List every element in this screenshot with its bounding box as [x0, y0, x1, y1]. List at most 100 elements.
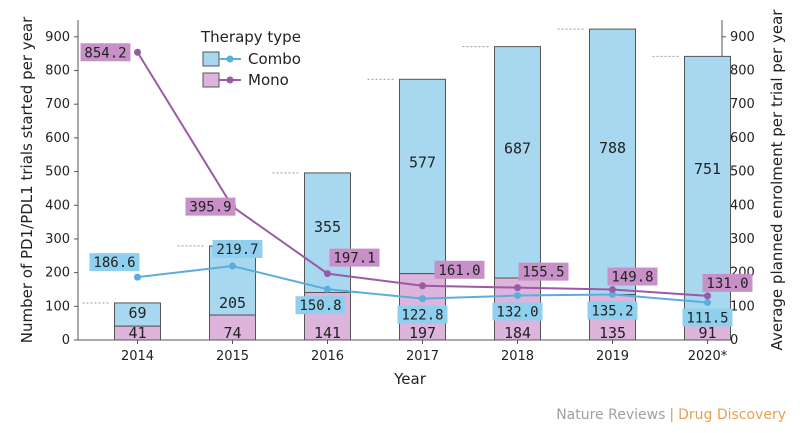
data-label-mono: 854.2 [84, 45, 126, 61]
legend-title: Therapy type [200, 28, 301, 46]
left-tick-label: 900 [45, 30, 70, 45]
point-mono [134, 48, 141, 56]
data-label-combo: 219.7 [216, 242, 258, 258]
data-label-bg-combo [587, 301, 638, 320]
publisher-name: Nature Reviews [556, 407, 666, 423]
point-combo [609, 290, 616, 298]
bar-combo [589, 28, 636, 296]
data-label-combo: 111.5 [686, 310, 728, 326]
right-tick-label: 0 [730, 333, 738, 348]
left-tick-label: 400 [45, 198, 70, 213]
point-combo [229, 262, 236, 270]
footer-separator: | [669, 407, 675, 423]
x-tick-label: 2014 [121, 349, 154, 364]
x-tick-label: 2019 [596, 349, 629, 364]
left-tick-label: 800 [45, 64, 70, 79]
data-label-mono: 131.0 [706, 276, 748, 292]
point-mono [609, 286, 616, 294]
data-label-bg-mono [80, 43, 131, 62]
data-label-bg-combo [682, 308, 733, 327]
bar-combo [684, 55, 731, 310]
data-label-bg-combo [89, 253, 140, 272]
right-tick-label: 400 [730, 198, 755, 213]
bar-combo-label: 788 [599, 139, 626, 157]
data-label-bg-mono [702, 273, 753, 292]
x-tick-label: 2017 [406, 349, 439, 364]
bar-mono-label: 184 [504, 324, 531, 342]
right-tick-label: 700 [730, 97, 755, 112]
bar-mono-label: 141 [314, 324, 341, 342]
left-tick-label: 300 [45, 232, 70, 247]
legend-label: Mono [248, 71, 289, 89]
data-label-bg-combo [295, 296, 346, 315]
x-tick-label: 2015 [216, 349, 249, 364]
right-tick-label: 100 [730, 299, 755, 314]
left-tick-label: 100 [45, 299, 70, 314]
data-label-combo: 132.0 [496, 305, 538, 321]
legend-point [226, 76, 234, 84]
bar-combo-label: 205 [219, 294, 246, 312]
legend-point [226, 55, 234, 63]
x-tick-label: 2020* [688, 349, 728, 364]
bar-combo [399, 78, 446, 275]
data-label-mono: 161.0 [438, 263, 480, 279]
point-combo [704, 298, 711, 306]
point-combo [324, 285, 331, 293]
footer-credit: Nature Reviews | Drug Discovery [556, 407, 786, 423]
data-label-bg-mono [434, 260, 485, 279]
legend-swatch [202, 72, 220, 88]
left-tick-label: 600 [45, 131, 70, 146]
bar-combo [494, 46, 541, 279]
left-tick-label: 0 [62, 333, 70, 348]
x-tick-label: 2016 [311, 349, 344, 364]
bar-combo-label: 687 [504, 139, 531, 157]
point-combo [134, 273, 141, 281]
point-combo [419, 295, 426, 303]
point-combo [514, 292, 521, 300]
bar-combo-label: 577 [409, 153, 436, 171]
data-label-mono: 155.5 [522, 265, 564, 281]
point-mono [514, 284, 521, 292]
journal-name: Drug Discovery [678, 407, 786, 423]
bar-combo-label: 751 [694, 160, 721, 178]
point-mono [324, 270, 331, 278]
x-tick-label: 2018 [501, 349, 534, 364]
left-tick-label: 200 [45, 266, 70, 281]
x-axis-title: Year [393, 370, 427, 388]
data-label-combo: 150.8 [299, 298, 341, 314]
data-label-bg-mono [185, 197, 236, 216]
bar-combo-label: 355 [314, 218, 341, 236]
bar-combo-label: 69 [128, 304, 146, 322]
data-label-bg-combo [212, 239, 263, 258]
right-tick-label: 600 [730, 131, 755, 146]
data-label-combo: 135.2 [591, 303, 633, 319]
bar-mono-label: 135 [599, 324, 626, 342]
data-label-mono: 197.1 [333, 251, 375, 267]
left-tick-label: 500 [45, 165, 70, 180]
data-label-combo: 122.8 [401, 308, 443, 324]
data-label-bg-combo [492, 302, 543, 321]
right-tick-label: 900 [730, 30, 755, 45]
bar-mono [209, 314, 256, 341]
bar-mono-label: 41 [128, 324, 146, 342]
legend-label: Combo [248, 50, 301, 68]
right-tick-label: 800 [730, 64, 755, 79]
point-mono [419, 282, 426, 290]
right-tick-label: 300 [730, 232, 755, 247]
data-label-bg-mono [518, 262, 569, 281]
data-label-mono: 395.9 [189, 200, 231, 216]
right-tick-label: 500 [730, 165, 755, 180]
bar-mono-label: 74 [223, 324, 241, 342]
data-label-combo: 186.6 [93, 255, 135, 271]
data-label-mono: 149.8 [611, 270, 653, 286]
bar-mono-label: 91 [698, 324, 716, 342]
right-axis-title: Average planned enrolment per trial per … [768, 9, 786, 351]
left-tick-label: 700 [45, 97, 70, 112]
bar-mono-label: 197 [409, 324, 436, 342]
legend-swatch [202, 51, 220, 67]
data-label-bg-mono [329, 248, 380, 267]
data-label-bg-combo [397, 305, 448, 324]
point-mono [704, 292, 711, 300]
data-label-bg-mono [607, 267, 658, 286]
